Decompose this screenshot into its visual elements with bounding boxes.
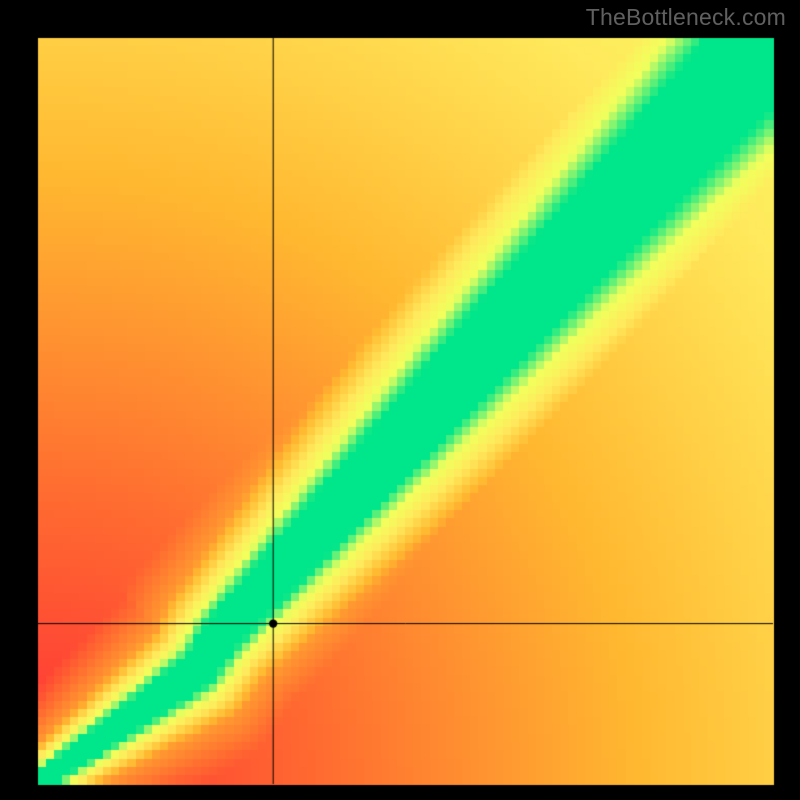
heatmap-canvas (0, 0, 800, 800)
watermark-text: TheBottleneck.com (586, 4, 786, 31)
chart-container: TheBottleneck.com (0, 0, 800, 800)
